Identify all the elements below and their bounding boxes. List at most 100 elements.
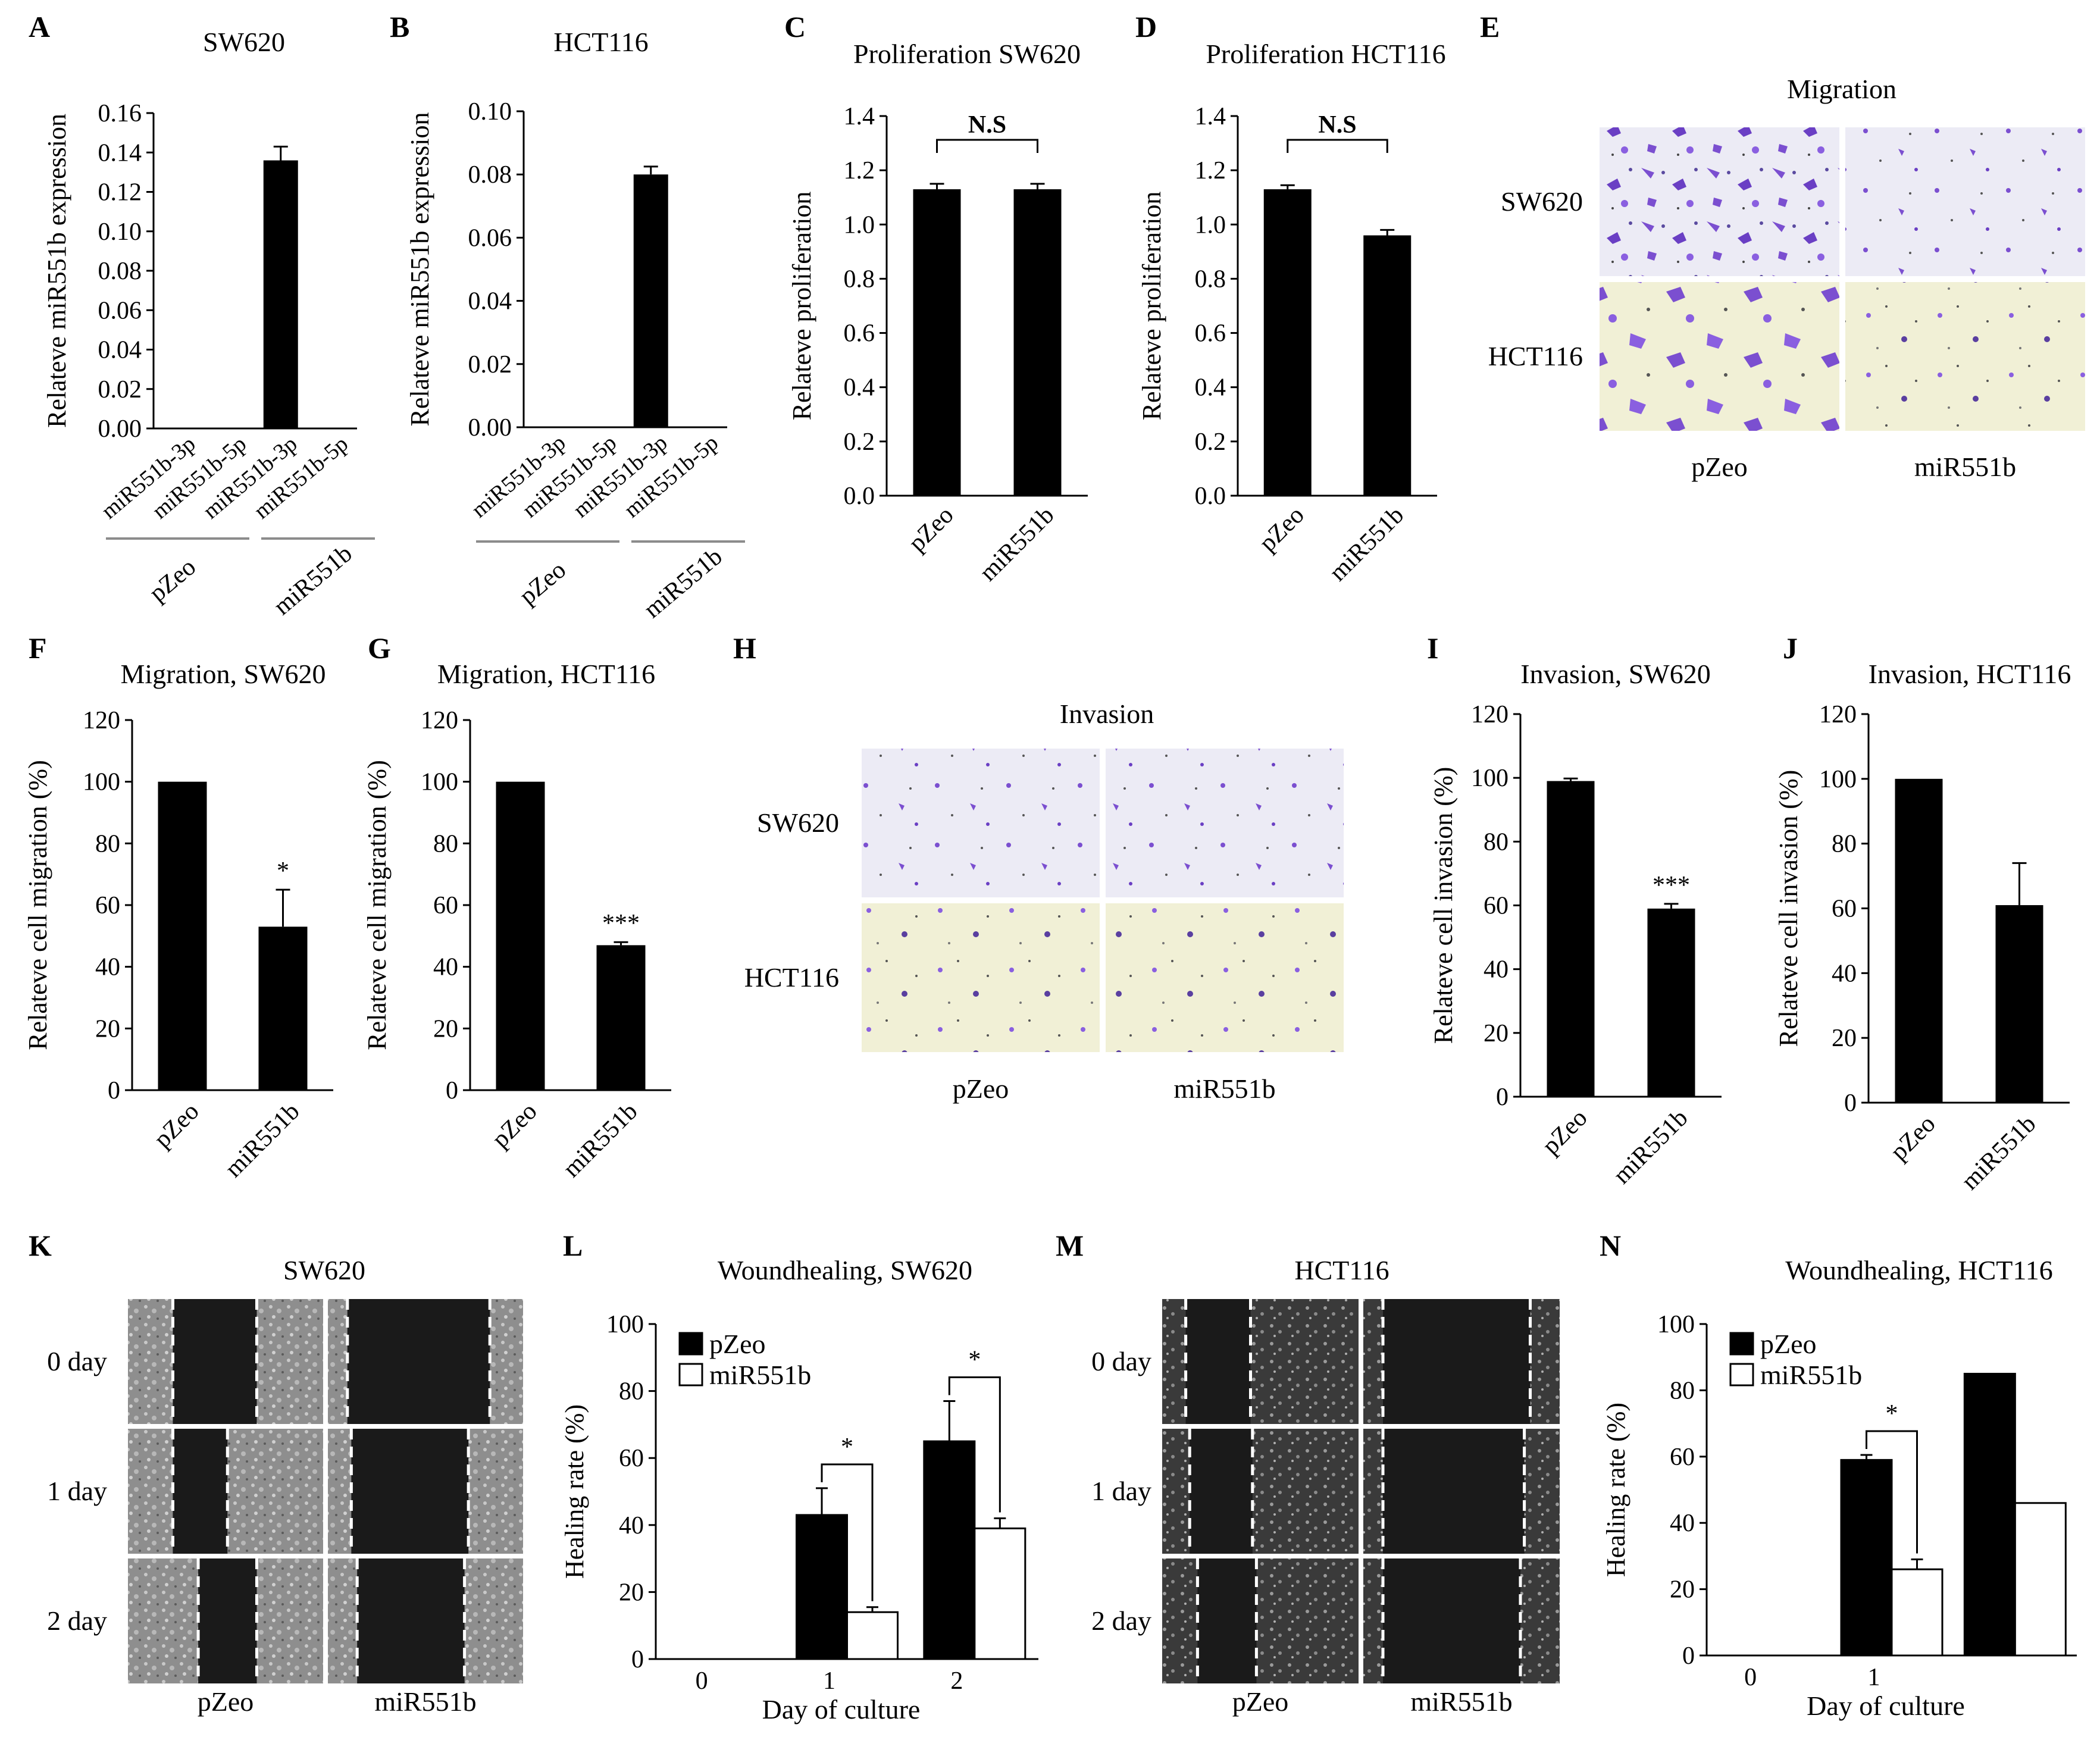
wound-gap	[1197, 1558, 1257, 1683]
chart-g: 0 20 40 60 80 100 120 Relateve cell migration (…	[362, 707, 671, 1183]
micrograph-sw620-mir551b	[1845, 127, 2085, 276]
charts-layer: 0.000.020.040.060.080.100.120.140.16Rela…	[23, 98, 2077, 1725]
bar-mir551b	[1647, 908, 1695, 1097]
x-axis-label: Day of culture	[762, 1694, 921, 1725]
bar-pzeo	[1263, 189, 1312, 496]
y-tick-label: 0.10	[468, 98, 512, 126]
legend-swatch-pzeo	[678, 1332, 703, 1356]
wound-gap	[357, 1558, 465, 1683]
micrograph-grid-h: SW620 HCT116 pZeo miR551b	[744, 749, 1344, 1104]
x-tick-label: 0	[696, 1667, 708, 1695]
y-tick-label: 1.4	[844, 103, 875, 130]
y-tick-label: 0.2	[1195, 428, 1226, 456]
row-label: HCT116	[744, 962, 839, 993]
legend-label-mir551b: miR551b	[1760, 1360, 1862, 1390]
significance-star: ***	[1653, 872, 1690, 899]
bar-pzeo	[496, 781, 545, 1090]
y-tick-label: 120	[1471, 701, 1509, 728]
category-label: miR551b	[1956, 1110, 2041, 1195]
x-tick-label: 0	[1744, 1664, 1757, 1691]
y-tick-label: 40	[1832, 960, 1857, 987]
panel-title-f: Migration, SW620	[121, 659, 326, 689]
y-tick-label: 60	[433, 892, 458, 919]
panel-label-l: L	[563, 1229, 583, 1262]
column-label: pZeo	[198, 1686, 254, 1717]
y-tick-label: 0.02	[468, 351, 512, 378]
significance-star: *	[277, 857, 289, 885]
y-tick-label: 20	[1670, 1576, 1695, 1604]
row-label: SW620	[1501, 186, 1583, 217]
y-tick-label: 0.8	[1195, 265, 1226, 293]
micrograph-sw620-mir551b	[1106, 749, 1344, 897]
micrograph-sw620-pzeo	[862, 749, 1100, 897]
wound-gap	[1185, 1299, 1251, 1424]
panel-label-f: F	[29, 631, 47, 665]
y-axis-label: Relateve cell invasion (%)	[1774, 770, 1803, 1047]
bar-pzeo-1	[796, 1514, 848, 1660]
y-tick-label: 0.6	[844, 320, 875, 348]
y-tick-label: 0.00	[468, 414, 512, 442]
y-tick-label: 0	[1496, 1084, 1509, 1111]
row-label: 0 day	[47, 1346, 107, 1376]
y-tick-label: 60	[1832, 896, 1857, 923]
y-tick-label: 0.12	[98, 179, 142, 206]
significance-star: ***	[602, 910, 640, 937]
y-tick-label: 40	[619, 1512, 644, 1539]
y-tick-label: 0	[108, 1077, 120, 1104]
y-tick-label: 20	[1484, 1020, 1509, 1047]
micrograph-grid-e: SW620 HCT116 pZeo miR551b	[1488, 127, 2085, 482]
panel-title-n: Woundhealing, HCT116	[1785, 1255, 2052, 1285]
y-tick-label: 1.0	[1195, 211, 1226, 239]
column-label: miR551b	[374, 1686, 476, 1717]
y-tick-label: 0	[446, 1077, 458, 1104]
y-tick-label: 0.16	[98, 100, 142, 127]
category-label: pZeo	[1885, 1110, 1941, 1166]
x-axis-label: Day of culture	[1807, 1691, 1965, 1721]
column-label: miR551b	[1914, 452, 2016, 482]
category-label: miR551b	[558, 1098, 643, 1183]
panel-title-e: Migration	[1787, 74, 1896, 104]
y-tick-label: 1.4	[1195, 103, 1226, 130]
row-label: 2 day	[1091, 1605, 1151, 1636]
y-tick-label: 100	[1657, 1311, 1695, 1338]
micrograph-2-day-pzeo	[1162, 1558, 1359, 1683]
y-axis-label: Relateve proliferation	[787, 192, 816, 421]
x-tick-label: 1	[1868, 1664, 1880, 1691]
y-tick-label: 80	[1832, 831, 1857, 858]
row-label: 1 day	[1091, 1476, 1151, 1506]
bar-pzeo	[158, 781, 207, 1090]
ns-bracket	[1287, 139, 1388, 153]
y-tick-label: 40	[1670, 1510, 1695, 1537]
y-tick-label: 40	[95, 954, 120, 981]
micrograph-sw620-pzeo	[1600, 127, 1839, 276]
bar-pzeo-day	[1963, 1373, 2016, 1657]
row-label: 1 day	[47, 1476, 107, 1506]
y-tick-label: 40	[433, 954, 458, 981]
y-tick-label: 0.6	[1195, 320, 1226, 348]
y-tick-label: 60	[1670, 1444, 1695, 1471]
ns-label: N.S	[1318, 111, 1356, 139]
y-axis-label: Healing rate (%)	[560, 1404, 589, 1579]
column-label: pZeo	[1232, 1686, 1289, 1717]
category-label: pZeo	[149, 1098, 205, 1154]
category-label: miR551b	[974, 502, 1059, 587]
micrograph-hct116-mir551b	[1845, 282, 2085, 431]
legend-swatch-pzeo	[1729, 1332, 1754, 1356]
legend-swatch-mir551b	[678, 1363, 703, 1387]
panel-label-g: G	[368, 631, 391, 665]
y-tick-label: 0	[1844, 1090, 1857, 1117]
y-axis-label: Relateve cell invasion (%)	[1429, 767, 1458, 1044]
significance-bracket	[1866, 1430, 1918, 1554]
row-label: 2 day	[47, 1605, 107, 1636]
panel-label-c: C	[784, 10, 806, 43]
row-label: HCT116	[1488, 341, 1583, 371]
panel-title-k: SW620	[283, 1255, 365, 1285]
legend-swatch-mir551b	[1729, 1363, 1754, 1387]
row-label: SW620	[757, 808, 839, 838]
panel-title-h: Invasion	[1060, 699, 1154, 729]
bar-mir551b-day	[2014, 1502, 2067, 1657]
y-tick-label: 1.0	[844, 211, 875, 239]
bar-pzeo	[913, 189, 961, 496]
panel-label-e: E	[1480, 10, 1500, 43]
